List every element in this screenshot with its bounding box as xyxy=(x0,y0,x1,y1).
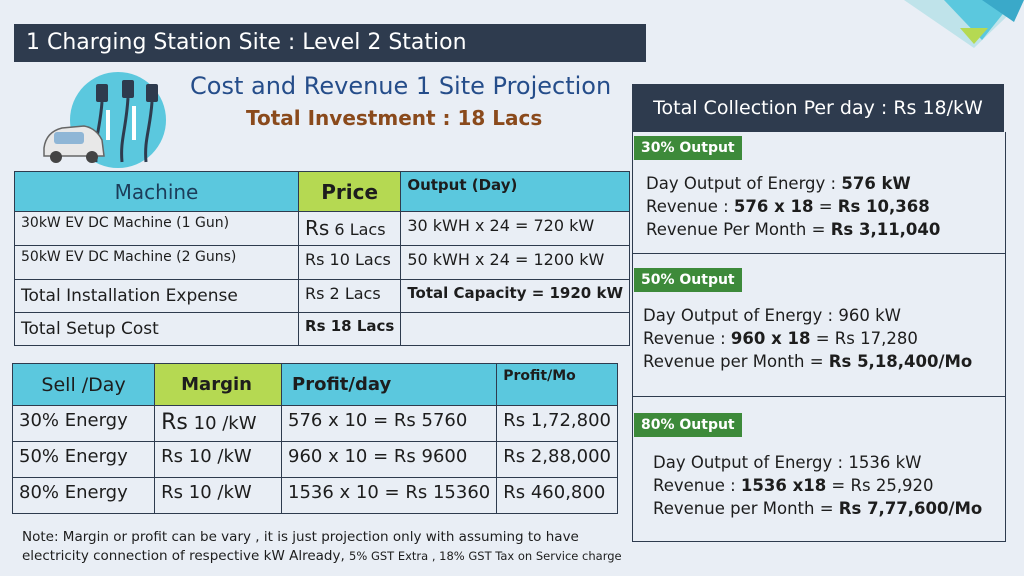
profit-day-cell: 1536 x 10 = Rs 15360 xyxy=(281,477,498,514)
sell-cell: 80% Energy xyxy=(11,477,156,514)
output-badge-80: 80% Output xyxy=(634,413,742,437)
output-panel xyxy=(632,132,1006,542)
machine-cell: 50kW EV DC Machine (2 Guns) xyxy=(13,245,300,280)
output-block-80: Day Output of Energy : 1536 kW Revenue :… xyxy=(653,451,982,520)
machine-table: Machine Price Output (Day) 30kW EV DC Ma… xyxy=(13,171,630,346)
table-header-row: Machine Price Output (Day) xyxy=(13,171,630,212)
monthly-line: Revenue Per Month = Rs 3,11,040 xyxy=(646,220,941,239)
margin-cell: Rs 10 /kW xyxy=(154,477,283,514)
total-investment: Total Investment : 18 Lacs xyxy=(246,106,543,130)
sell-cell: 50% Energy xyxy=(11,441,156,478)
table-row: 30kW EV DC Machine (1 Gun) Rs 6 Lacs 30 … xyxy=(13,211,630,246)
revenue-line: Revenue : 960 x 18 = Rs 17,280 xyxy=(643,329,918,348)
output-cell xyxy=(400,312,630,346)
revenue-line: Revenue : 1536 x18 = Rs 25,920 xyxy=(653,476,934,495)
price-cell: Rs 2 Lacs xyxy=(298,279,402,313)
profit-day-header: Profit/day xyxy=(281,363,498,406)
page-title: 1 Charging Station Site : Level 2 Statio… xyxy=(14,24,646,62)
machine-cell: Total Installation Expense xyxy=(13,279,300,313)
table-row: 80% Energy Rs 10 /kW 1536 x 10 = Rs 1536… xyxy=(11,477,618,514)
profit-month-header: Profit/Mo xyxy=(496,363,618,406)
machine-header: Machine xyxy=(13,171,300,212)
ev-charging-station-icon xyxy=(43,72,166,168)
sell-cell: 30% Energy xyxy=(11,405,156,442)
profit-day-cell: 576 x 10 = Rs 5760 xyxy=(281,405,498,442)
profit-month-cell: Rs 1,72,800 xyxy=(496,405,618,442)
margin-cell: Rs 10 /kW xyxy=(154,405,283,442)
collection-banner: Total Collection Per day : Rs 18/kW xyxy=(632,84,1004,132)
corner-decoration-icon xyxy=(904,0,1024,48)
machine-cell: 30kW EV DC Machine (1 Gun) xyxy=(13,211,300,246)
energy-line: Day Output of Energy : 1536 kW xyxy=(653,453,922,472)
footnote: Note: Margin or profit can be vary , it … xyxy=(22,529,622,564)
table-row: 50% Energy Rs 10 /kW 960 x 10 = Rs 9600 … xyxy=(11,441,618,478)
table-row: 30% Energy Rs 10 /kW 576 x 10 = Rs 5760 … xyxy=(11,405,618,442)
output-block-50: Day Output of Energy : 960 kW Revenue : … xyxy=(643,304,972,373)
table-header-row: Sell /Day Margin Profit/day Profit/Mo xyxy=(11,363,618,406)
output-block-30: Day Output of Energy : 576 kW Revenue : … xyxy=(646,172,940,241)
output-badge-30: 30% Output xyxy=(634,136,742,160)
profit-table: Sell /Day Margin Profit/day Profit/Mo 30… xyxy=(11,363,618,514)
price-cell: Rs 18 Lacs xyxy=(298,312,402,346)
revenue-line: Revenue : 576 x 18 = Rs 10,368 xyxy=(646,197,930,216)
projection-title: Cost and Revenue 1 Site Projection xyxy=(190,72,612,100)
monthly-line: Revenue per Month = Rs 7,77,600/Mo xyxy=(653,499,983,518)
panel-divider xyxy=(632,396,1006,397)
profit-month-cell: Rs 460,800 xyxy=(496,477,618,514)
profit-month-cell: Rs 2,88,000 xyxy=(496,441,618,478)
margin-header: Margin xyxy=(154,363,283,406)
machine-cell: Total Setup Cost xyxy=(13,312,300,346)
output-badge-50: 50% Output xyxy=(634,268,742,292)
output-cell: 30 kWH x 24 = 720 kW xyxy=(400,211,630,246)
table-row: Total Installation Expense Rs 2 Lacs Tot… xyxy=(13,279,630,313)
profit-day-cell: 960 x 10 = Rs 9600 xyxy=(281,441,498,478)
output-cell: Total Capacity = 1920 kW xyxy=(400,279,630,313)
table-row: 50kW EV DC Machine (2 Guns) Rs 10 Lacs 5… xyxy=(13,245,630,280)
sell-header: Sell /Day xyxy=(11,363,156,406)
table-row: Total Setup Cost Rs 18 Lacs xyxy=(13,312,630,346)
price-cell: Rs 10 Lacs xyxy=(298,245,402,280)
price-header: Price xyxy=(298,171,402,212)
energy-line: Day Output of Energy : 960 kW xyxy=(643,306,901,325)
energy-line: Day Output of Energy : 576 kW xyxy=(646,174,911,193)
margin-cell: Rs 10 /kW xyxy=(154,441,283,478)
monthly-line: Revenue per Month = Rs 5,18,400/Mo xyxy=(643,352,973,371)
price-cell: Rs 6 Lacs xyxy=(298,211,402,246)
output-cell: 50 kWH x 24 = 1200 kW xyxy=(400,245,630,280)
panel-divider xyxy=(632,253,1006,254)
output-header: Output (Day) xyxy=(400,171,630,212)
